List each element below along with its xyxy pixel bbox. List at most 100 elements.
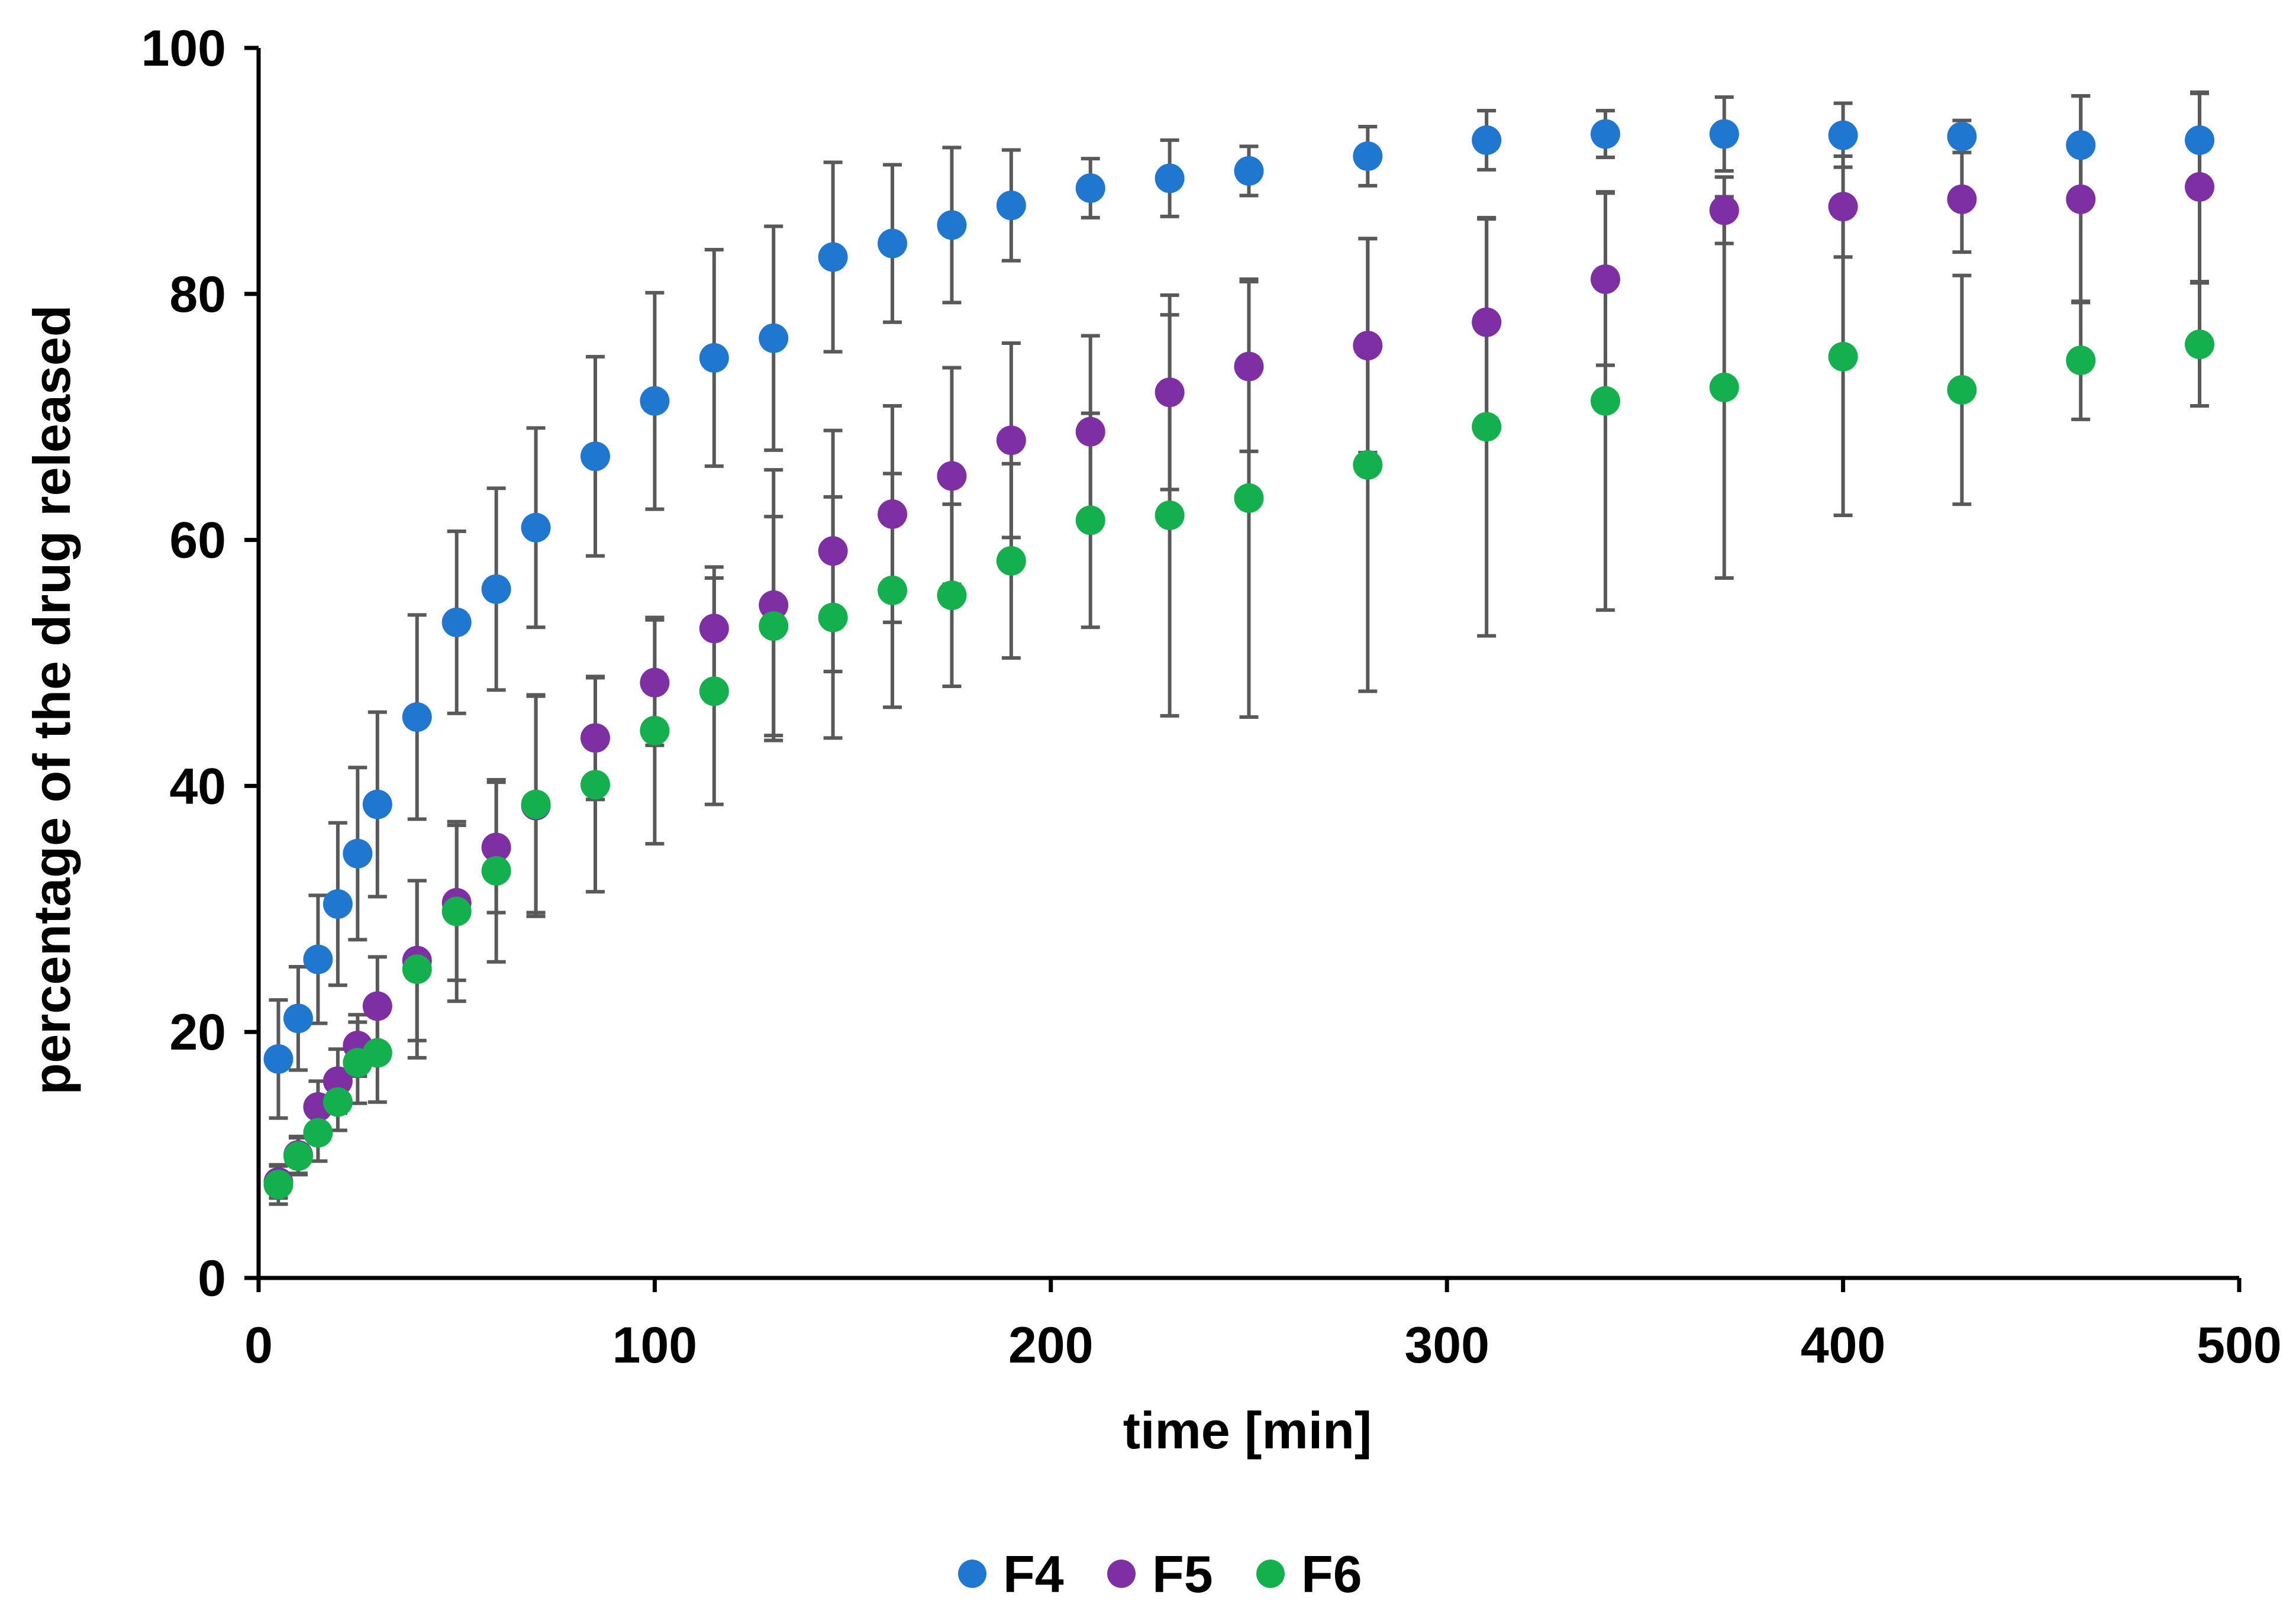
legend-label-f5: F5: [1152, 1545, 1213, 1603]
data-point-f6: [1234, 483, 1264, 513]
data-point-f5: [1472, 307, 1502, 337]
data-point-f5: [640, 667, 670, 698]
data-point-f6: [1709, 372, 1739, 402]
x-tick-label: 300: [1404, 1317, 1489, 1374]
data-point-f6: [937, 580, 967, 611]
series-f6: [263, 330, 2215, 1199]
y-tick-label: 80: [169, 266, 226, 323]
data-point-f5: [699, 614, 729, 644]
data-point-f6: [263, 1169, 294, 1199]
y-tick-label: 0: [198, 1250, 226, 1307]
data-point-f4: [1828, 120, 1858, 150]
data-point-f6: [640, 715, 670, 745]
data-point-f6: [2185, 330, 2215, 360]
data-point-f4: [2066, 130, 2096, 160]
x-tick-label: 0: [244, 1317, 273, 1374]
data-point-f4: [323, 889, 353, 919]
x-tick-label: 200: [1008, 1317, 1094, 1374]
data-point-f6: [2066, 346, 2096, 376]
data-point-f5: [323, 1066, 353, 1096]
data-point-f5: [1947, 184, 1977, 214]
data-point-f6: [1353, 450, 1383, 480]
data-point-f5: [481, 832, 511, 863]
data-points: [263, 119, 2215, 1199]
legend-marker-f4: [958, 1560, 986, 1588]
x-tick-label: 400: [1801, 1317, 1886, 1374]
data-point-f6: [1472, 412, 1502, 442]
data-point-f4: [937, 210, 967, 240]
y-tick-label: 100: [141, 20, 227, 77]
data-point-f5: [1075, 417, 1105, 447]
data-point-f6: [283, 1141, 313, 1171]
y-tick-label: 40: [169, 758, 226, 815]
x-tick-label: 100: [612, 1317, 698, 1374]
data-point-f6: [878, 575, 908, 605]
data-point-f6: [1828, 341, 1858, 372]
data-point-f6: [441, 896, 472, 927]
data-point-f5: [1709, 195, 1739, 225]
data-point-f5: [2185, 172, 2215, 202]
legend-marker-f5: [1107, 1560, 1136, 1588]
data-point-f6: [818, 602, 848, 632]
data-point-f4: [283, 1003, 313, 1034]
data-point-f4: [1709, 119, 1739, 149]
data-point-f4: [699, 343, 729, 373]
data-point-f4: [996, 191, 1026, 221]
data-point-f6: [1947, 375, 1977, 405]
data-point-f5: [1590, 264, 1620, 294]
data-point-f5: [362, 991, 392, 1021]
x-tick-label: 500: [2197, 1317, 2282, 1374]
data-point-f4: [1155, 163, 1185, 193]
series-f4: [263, 119, 2215, 1074]
data-point-f4: [362, 789, 392, 819]
data-point-f6: [481, 856, 511, 886]
data-point-f4: [402, 702, 432, 732]
data-point-f4: [580, 441, 610, 472]
data-point-f5: [580, 723, 610, 753]
data-point-f4: [1075, 173, 1105, 204]
data-point-f4: [481, 574, 511, 604]
data-point-f4: [878, 228, 908, 259]
error-bars: [269, 90, 2210, 1206]
data-point-f6: [323, 1087, 353, 1117]
data-point-f6: [402, 954, 432, 984]
data-point-f6: [699, 676, 729, 706]
data-point-f5: [2066, 184, 2096, 214]
data-point-f5: [1234, 351, 1264, 382]
data-point-f5: [818, 536, 848, 566]
data-point-f6: [362, 1038, 392, 1068]
x-axis-ticks: 0 100 200 300 400 500: [244, 1278, 2282, 1374]
x-axis-title: time [min]: [1123, 1401, 1372, 1460]
data-point-f4: [1234, 156, 1264, 186]
y-tick-label: 60: [169, 512, 226, 569]
data-point-f6: [759, 611, 789, 641]
data-point-f4: [441, 607, 472, 637]
data-point-f6: [521, 789, 551, 819]
axes: [256, 48, 2239, 1280]
data-point-f4: [1353, 141, 1383, 171]
data-point-f4: [303, 944, 333, 974]
data-point-f4: [521, 512, 551, 543]
data-point-f6: [303, 1118, 333, 1148]
legend-marker-f6: [1256, 1560, 1285, 1588]
data-point-f4: [1947, 121, 1977, 151]
y-tick-label: 20: [169, 1004, 226, 1061]
data-point-f6: [1590, 386, 1620, 416]
data-point-f5: [1155, 377, 1185, 408]
data-point-f6: [580, 770, 610, 800]
data-point-f4: [263, 1044, 294, 1074]
data-point-f4: [1590, 119, 1620, 149]
y-axis-title: percentage of the drug released: [22, 305, 81, 1095]
y-axis-ticks: 0 20 40 60 80 100: [141, 20, 259, 1307]
data-point-f6: [1075, 505, 1105, 535]
data-point-f5: [878, 499, 908, 529]
data-point-f5: [1828, 192, 1858, 222]
data-point-f4: [1472, 125, 1502, 155]
data-point-f5: [1353, 331, 1383, 361]
data-point-f4: [818, 242, 848, 272]
legend-label-f6: F6: [1301, 1545, 1362, 1603]
data-point-f5: [996, 425, 1026, 456]
data-point-f4: [343, 838, 373, 869]
legend-label-f4: F4: [1003, 1545, 1064, 1603]
